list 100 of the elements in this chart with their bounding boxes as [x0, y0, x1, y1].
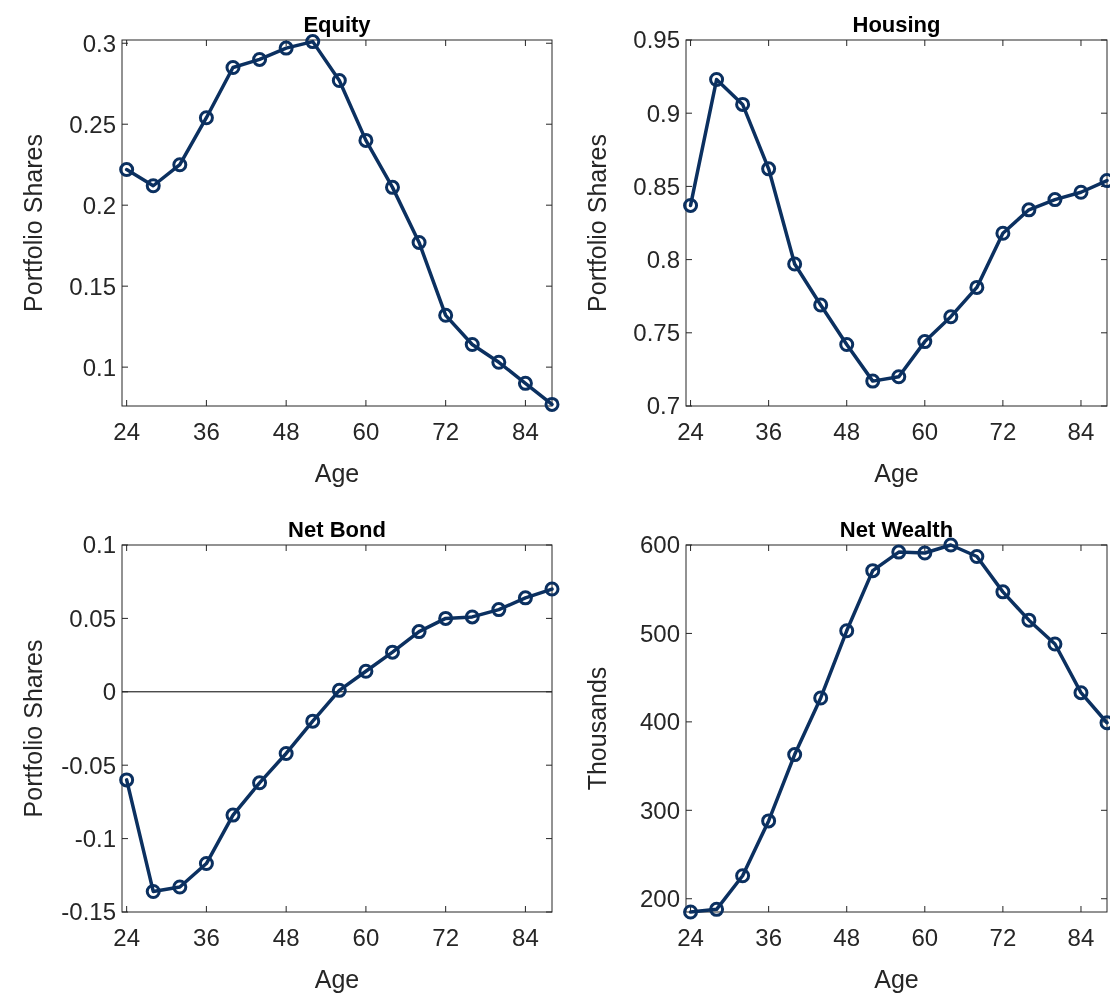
- y-tick-label: 0.85: [633, 172, 680, 200]
- point: [145, 883, 161, 899]
- point: [198, 110, 214, 126]
- point: [761, 813, 777, 829]
- x-tick-label: 48: [833, 418, 861, 445]
- chart-title: Housing: [852, 12, 941, 37]
- point: [995, 584, 1011, 600]
- x-tick-label: 72: [989, 924, 1017, 951]
- x-tick-label: 24: [677, 418, 704, 445]
- point: [464, 336, 480, 352]
- point: [787, 747, 803, 763]
- y-tick-label: 0.1: [82, 531, 116, 559]
- y-tick-label: -0.15: [61, 898, 116, 926]
- x-tick-label: 36: [193, 418, 220, 445]
- point: [995, 225, 1011, 241]
- point: [331, 72, 347, 88]
- point: [891, 369, 907, 385]
- y-tick-label: 0.2: [82, 191, 116, 219]
- y-tick-label: 300: [639, 796, 680, 824]
- point: [709, 72, 725, 88]
- point: [491, 354, 507, 370]
- point: [813, 690, 829, 706]
- x-tick-label: 60: [911, 924, 939, 951]
- y-tick-label: 0.7: [646, 392, 680, 420]
- x-tick-label: 60: [911, 418, 939, 445]
- chart-title: Equity: [303, 12, 372, 37]
- point: [278, 745, 294, 761]
- point: [544, 581, 560, 597]
- y-tick-label: 0.3: [82, 29, 116, 57]
- point: [358, 132, 374, 148]
- point: [225, 60, 241, 76]
- y-tick-label: 0.15: [69, 272, 116, 300]
- point: [943, 537, 959, 553]
- point: [735, 96, 751, 112]
- x-tick-label: 72: [432, 924, 460, 951]
- point: [464, 609, 480, 625]
- point: [683, 904, 699, 920]
- y-tick-label: 0.8: [646, 246, 680, 273]
- x-tick-label: 72: [989, 418, 1017, 445]
- point: [305, 713, 321, 729]
- x-tick-label: 24: [677, 924, 704, 951]
- point: [225, 807, 241, 823]
- point: [358, 663, 374, 679]
- point: [278, 40, 294, 56]
- y-tick-label: 0.75: [633, 319, 680, 347]
- x-tick-label: 36: [755, 418, 782, 445]
- point: [198, 856, 214, 872]
- x-tick-label: 48: [272, 924, 300, 951]
- point: [172, 879, 188, 895]
- x-tick-label: 24: [113, 924, 140, 951]
- x-tick-label: 84: [512, 418, 539, 445]
- point: [331, 682, 347, 698]
- x-tick-label: 72: [432, 418, 460, 445]
- x-axis-title: Age: [314, 459, 360, 487]
- y-tick-label: 400: [639, 708, 680, 736]
- y-tick-label: 0.9: [646, 99, 680, 127]
- point: [411, 624, 427, 640]
- point: [517, 590, 533, 606]
- y-tick-label: 200: [639, 885, 680, 913]
- x-tick-label: 60: [352, 418, 380, 445]
- y-axis-title: Thousands: [583, 666, 611, 791]
- x-tick-label: 24: [113, 418, 140, 445]
- x-tick-label: 48: [833, 924, 861, 951]
- point: [709, 901, 725, 917]
- y-axis-title: Portfolio Shares: [19, 639, 47, 818]
- point: [517, 375, 533, 391]
- point: [385, 644, 400, 660]
- x-axis-title: Age: [314, 965, 360, 993]
- y-tick-label: 500: [639, 619, 680, 647]
- point: [735, 868, 751, 884]
- point: [865, 373, 881, 389]
- point: [865, 563, 881, 579]
- point: [385, 179, 400, 195]
- point: [917, 545, 933, 561]
- x-tick-label: 84: [1067, 418, 1095, 445]
- point: [1021, 202, 1037, 218]
- y-axis-title: Portfolio Shares: [19, 134, 47, 312]
- chart-title: Net Wealth: [839, 517, 954, 542]
- point: [1021, 612, 1037, 628]
- point: [1073, 184, 1089, 200]
- point: [119, 162, 135, 178]
- point: [839, 337, 855, 353]
- point: [891, 544, 907, 560]
- x-tick-label: 36: [193, 924, 220, 951]
- x-tick-label: 84: [1067, 924, 1095, 951]
- point: [438, 307, 454, 323]
- point: [917, 334, 933, 350]
- y-tick-label: 0: [102, 678, 116, 706]
- point: [145, 178, 161, 194]
- point: [544, 396, 560, 412]
- point: [252, 775, 268, 791]
- y-tick-label: 0.1: [82, 353, 116, 381]
- x-axis-title: Age: [874, 459, 919, 487]
- point: [813, 297, 829, 313]
- point: [761, 161, 777, 177]
- y-tick-label: 0.05: [69, 604, 116, 632]
- point: [438, 610, 454, 626]
- x-tick-label: 60: [352, 924, 380, 951]
- point: [252, 51, 268, 67]
- point: [1073, 685, 1089, 701]
